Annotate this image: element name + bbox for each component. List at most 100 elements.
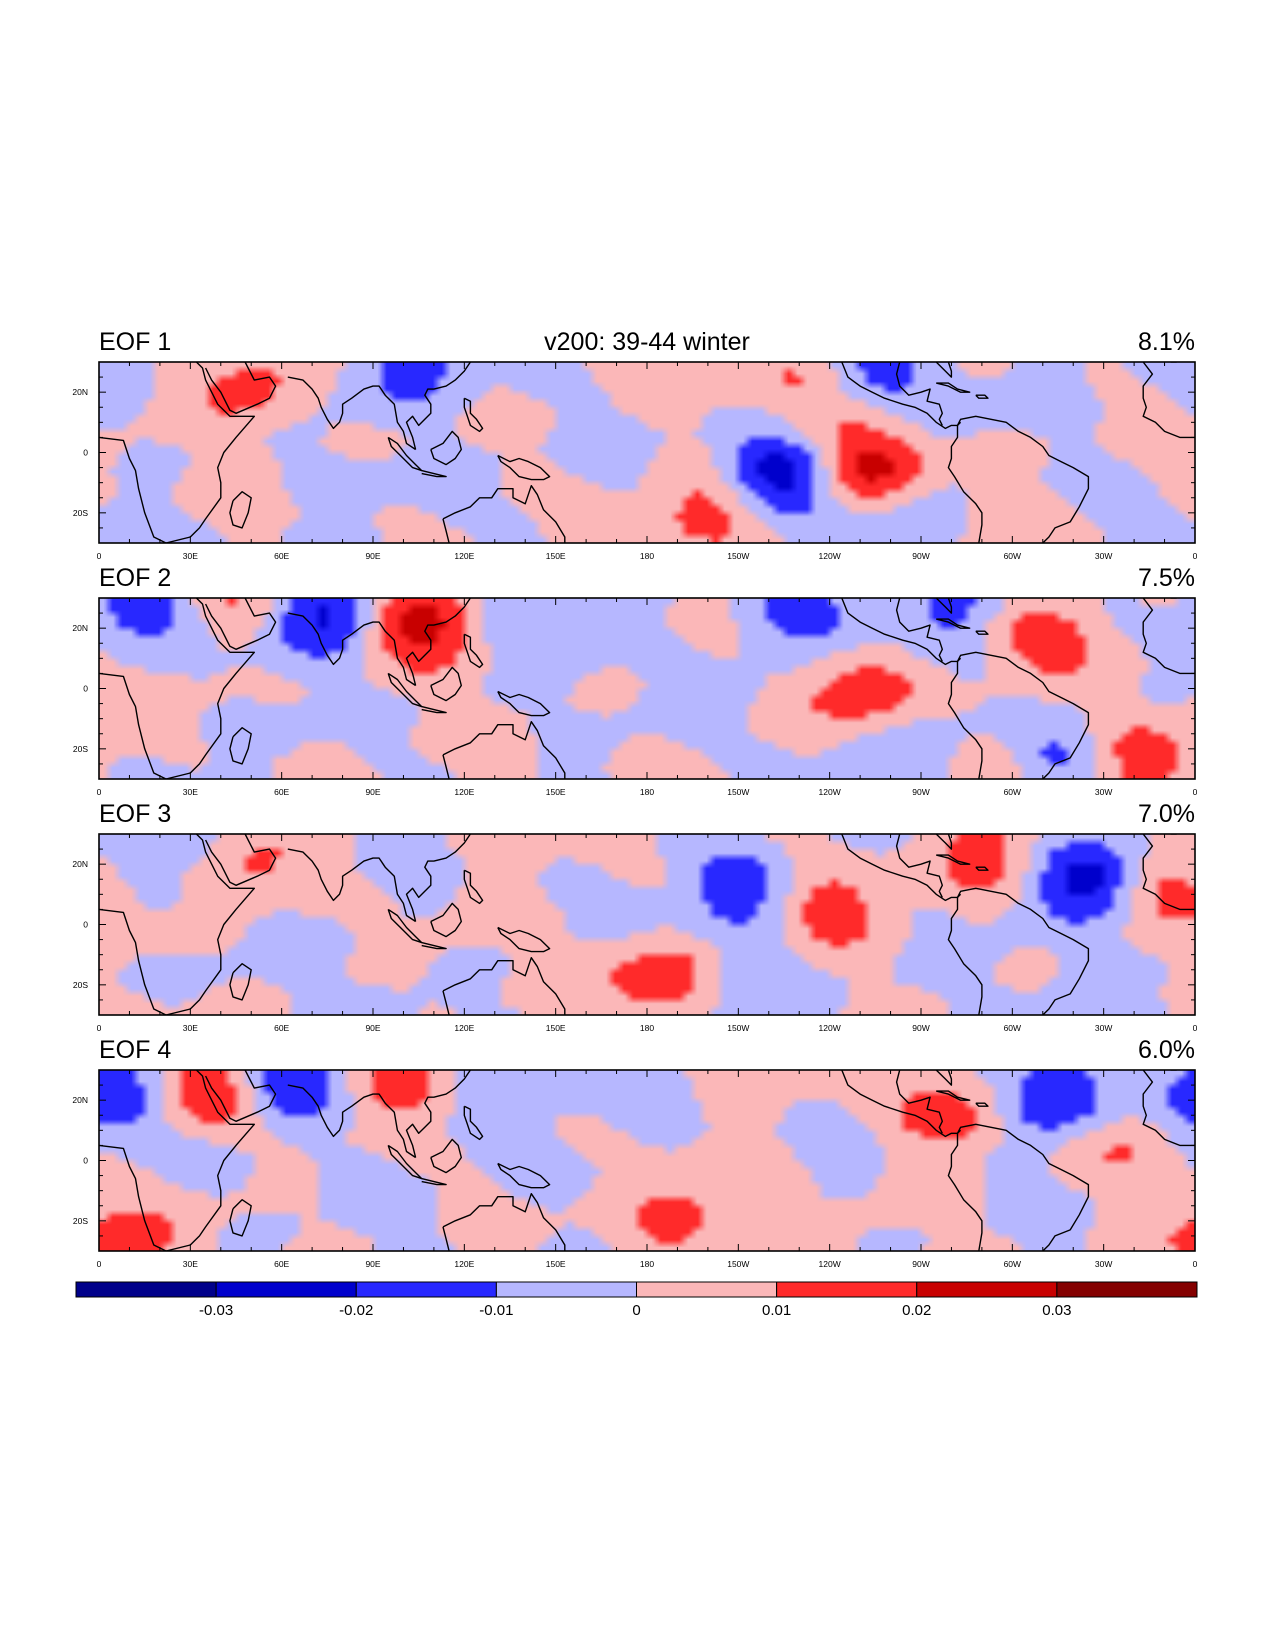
eof-3-lon-tick-label: 90E [365, 1023, 380, 1033]
eof-4-lon-tick-label: 120E [454, 1259, 474, 1269]
eof-4-lon-tick-label: 90E [365, 1259, 380, 1269]
eof-1-lon-tick-label: 120W [819, 551, 841, 561]
eof-3-lat-tick-label: 20N [72, 859, 88, 869]
colorbar-box [636, 1281, 778, 1298]
eof-4-lon-tick-label: 60W [1004, 1259, 1021, 1269]
eof-3-field [99, 834, 1195, 1015]
eof-1-lat-tick-label: 20N [72, 387, 88, 397]
eof-2-lat-tick-label: 20N [72, 623, 88, 633]
eof-4-lon-tick-label: 30E [183, 1259, 198, 1269]
eof-3-lon-tick-label: 120W [819, 1023, 841, 1033]
eof-2-lon-tick-label: 150E [546, 787, 566, 797]
eof-1-lon-tick-label: 90W [912, 551, 929, 561]
eof-2-lon-tick-label: 180 [640, 787, 654, 797]
colorbar-tick-label: 0.03 [1042, 1302, 1071, 1319]
colorbar-box [215, 1281, 357, 1298]
eof-4-lon-tick-label: 120W [819, 1259, 841, 1269]
eof-2-label: EOF 2 [99, 564, 172, 592]
eof-4-lat-tick-label: 20N [72, 1095, 88, 1105]
eof-3-lon-tick-label: 90W [912, 1023, 929, 1033]
eof-1-lon-tick-label: 60E [274, 551, 289, 561]
eof-2-lon-tick-label: 30W [1095, 787, 1112, 797]
eof-4-coastlines [99, 1070, 1195, 1251]
eof-1-lon-tick-label: 180 [640, 551, 654, 561]
eof-1-lon-tick-label: 30W [1095, 551, 1112, 561]
eof-4-lat-tick-label: 0 [83, 1156, 88, 1166]
eof-2-variance: 7.5% [1138, 564, 1195, 592]
eof-1-label: EOF 1 [99, 328, 172, 356]
eof-1-lat-tick-label: 20S [73, 508, 88, 518]
eof-4-lon-tick-label: 0 [97, 1259, 102, 1269]
eof-panel-4: 0 30E 60E 90E 120E 150E 180 150W 120W 90W 60W 30W 0 2… [72, 1069, 1198, 1269]
eof-1-lon-tick-label: 150E [546, 551, 566, 561]
eof-4-lon-tick-label: 150E [546, 1259, 566, 1269]
figure-title: v200: 39-44 winter [544, 328, 750, 356]
colorbar-box [75, 1281, 217, 1298]
eof-2-lon-tick-label: 90W [912, 787, 929, 797]
eof-3-lon-tick-label: 30W [1095, 1023, 1112, 1033]
eof-panel-3: 0 30E 60E 90E 120E 150E 180 150W 120W 90W 60W 30W 0 2… [72, 833, 1198, 1033]
eof-3-lon-tick-label: 120E [454, 1023, 474, 1033]
eof-2-lon-tick-label: 120E [454, 787, 474, 797]
eof-2-lon-tick-label: 0 [97, 787, 102, 797]
eof-1-lon-tick-label: 150W [727, 551, 749, 561]
eof-1-lon-tick-label: 0 [97, 551, 102, 561]
eof-2-lat-tick-label: 20S [73, 744, 88, 754]
colorbar-tick-label: -0.03 [199, 1302, 233, 1319]
eof-2-lon-tick-label: 120W [819, 787, 841, 797]
eof-3-lon-tick-label: 150E [546, 1023, 566, 1033]
eof-3-lat-tick-label: 0 [83, 920, 88, 930]
eof-2-lon-tick-label: 0 [1193, 787, 1198, 797]
eof-panel-1: 0 30E 60E 90E 120E 150E 180 150W 120W 90W 60W 30W 0 2… [72, 361, 1198, 561]
eof-4-label: EOF 4 [99, 1036, 172, 1064]
eof-2-lon-tick-label: 30E [183, 787, 198, 797]
eof-3-lon-tick-label: 180 [640, 1023, 654, 1033]
eof-2-field [99, 598, 1195, 779]
eof-4-lon-tick-label: 60E [274, 1259, 289, 1269]
eof-4-lat-tick-label: 20S [73, 1216, 88, 1226]
eof-1-lon-tick-label: 60W [1004, 551, 1021, 561]
eof-4-field [99, 1070, 1195, 1251]
eof-3-lon-tick-label: 60W [1004, 1023, 1021, 1033]
eof-3-lon-tick-label: 0 [1193, 1023, 1198, 1033]
colorbar-box [1056, 1281, 1198, 1298]
colorbar-box [916, 1281, 1058, 1298]
colorbar-tick-label: 0.02 [902, 1302, 931, 1319]
eof-2-lon-tick-label: 90E [365, 787, 380, 797]
eof-1-field [99, 362, 1195, 543]
eof-4-lon-tick-label: 150W [727, 1259, 749, 1269]
eof-1-variance: 8.1% [1138, 328, 1195, 356]
eof-3-label: EOF 3 [99, 800, 172, 828]
colorbar-box [355, 1281, 497, 1298]
colorbar: -0.03 -0.02 -0.01 0 0.01 0.02 0.03 [75, 1281, 1198, 1319]
eof-4-variance: 6.0% [1138, 1036, 1195, 1064]
colorbar-box [495, 1281, 637, 1298]
eof-2-lon-tick-label: 60E [274, 787, 289, 797]
colorbar-tick-label: -0.02 [339, 1302, 373, 1319]
eof-1-lon-tick-label: 30E [183, 551, 198, 561]
eof-4-lon-tick-label: 90W [912, 1259, 929, 1269]
eof-panel-2: 0 30E 60E 90E 120E 150E 180 150W 120W 90W 60W 30W 0 2… [72, 597, 1198, 797]
eof-1-lat-tick-label: 0 [83, 448, 88, 458]
eof-2-lon-tick-label: 150W [727, 787, 749, 797]
eof-4-lon-tick-label: 0 [1193, 1259, 1198, 1269]
eof-3-coastlines [99, 834, 1195, 1015]
colorbar-tick-label: -0.01 [479, 1302, 513, 1319]
eof-1-lon-tick-label: 90E [365, 551, 380, 561]
colorbar-tick-label: 0.01 [762, 1302, 791, 1319]
eof-3-lon-tick-label: 60E [274, 1023, 289, 1033]
colorbar-box [776, 1281, 918, 1298]
eof-3-lon-tick-label: 150W [727, 1023, 749, 1033]
eof-1-lon-tick-label: 120E [454, 551, 474, 561]
eof-3-lon-tick-label: 30E [183, 1023, 198, 1033]
eof-1-lon-tick-label: 0 [1193, 551, 1198, 561]
eof-1-coastlines [99, 362, 1195, 543]
eof-4-lon-tick-label: 30W [1095, 1259, 1112, 1269]
eof-4-lon-tick-label: 180 [640, 1259, 654, 1269]
eof-3-lat-tick-label: 20S [73, 980, 88, 990]
eof-2-coastlines [99, 598, 1195, 779]
eof-3-variance: 7.0% [1138, 800, 1195, 828]
eof-2-lon-tick-label: 60W [1004, 787, 1021, 797]
colorbar-tick-label: 0 [632, 1302, 640, 1319]
